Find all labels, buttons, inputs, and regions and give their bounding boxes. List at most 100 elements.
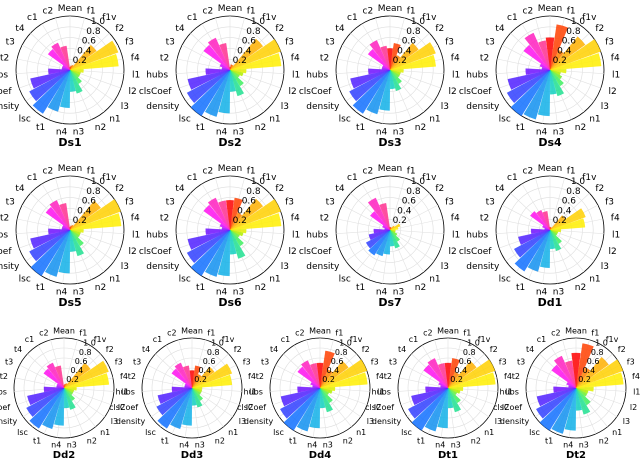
- axis-label-t1: t1: [196, 123, 205, 133]
- bar-c2: [380, 45, 391, 71]
- bar-lsc: [539, 387, 577, 431]
- grid-spoke: [21, 204, 71, 231]
- axis-label-c1: c1: [537, 335, 547, 344]
- axis-label-t4: t4: [270, 345, 278, 354]
- bar-t3: [219, 63, 231, 71]
- grid-spoke: [497, 218, 551, 231]
- axis-label-f2: f2: [595, 184, 604, 194]
- axis-label-c2: c2: [203, 166, 214, 176]
- axis-label-density: density: [0, 102, 20, 112]
- bar-n2: [319, 387, 333, 413]
- bar-c2: [379, 203, 391, 231]
- grid-spoke: [501, 204, 551, 231]
- axis-label-n1: n1: [589, 114, 600, 124]
- axis-label-l1: l1: [292, 70, 300, 80]
- bar-n2: [69, 69, 83, 94]
- grid-spoke: [21, 44, 71, 71]
- axis-label-t3: t3: [326, 198, 335, 208]
- axis-label-c2: c2: [551, 329, 561, 338]
- bar-f1: [575, 343, 594, 389]
- bar-l1: [69, 69, 84, 73]
- bar-f4: [69, 213, 122, 231]
- r-tick-label: 0.8: [246, 187, 261, 197]
- grid-spoke: [14, 377, 65, 389]
- axis-label-l2: l2: [502, 403, 509, 412]
- axis-label-density: density: [0, 262, 20, 272]
- axis-label-f1: f1: [247, 6, 256, 16]
- axis-label-Mean: Mean: [565, 327, 587, 336]
- bar-n3: [191, 387, 197, 406]
- bar-l1: [549, 68, 567, 74]
- axis-label-n3: n3: [553, 128, 564, 138]
- axis-label-hubs: hubs: [146, 230, 168, 240]
- bar-l2: [389, 69, 401, 76]
- axis-label-c2: c2: [363, 166, 374, 176]
- bar-f3: [69, 40, 119, 71]
- bar-t4: [370, 211, 391, 231]
- axis-label-l3: l3: [441, 262, 449, 272]
- panel-title: Ds4: [538, 136, 562, 149]
- r-tick-label: 1.0: [251, 177, 266, 187]
- axis-label-f1: f1: [207, 329, 215, 338]
- r-tick-label: 0.8: [406, 187, 421, 197]
- axis-label-f1v: f1v: [350, 335, 363, 344]
- bar-density: [506, 69, 551, 103]
- axis-label-hubs: hubs: [146, 70, 168, 80]
- axis-label-density: density: [146, 262, 180, 272]
- axis-label-f3: f3: [627, 357, 635, 366]
- bar-f2: [69, 44, 97, 71]
- axis-label-n2: n2: [95, 283, 106, 293]
- bar-l1: [229, 228, 247, 234]
- bar-f3: [191, 363, 233, 389]
- bar-t4: [423, 364, 449, 389]
- axis-label-c1: c1: [27, 173, 38, 183]
- bar-f2: [63, 362, 91, 389]
- bar-l1: [549, 229, 561, 233]
- bar-n1: [389, 69, 402, 84]
- axis-label-f1: f1: [335, 329, 343, 338]
- axis-label-n3: n3: [233, 128, 244, 138]
- bar-density: [349, 69, 391, 102]
- bar-f2: [319, 360, 349, 389]
- r-tick-label: 0.8: [86, 187, 101, 197]
- bar-hubs: [205, 68, 231, 75]
- bar-t1: [44, 229, 71, 277]
- axis-label-n2: n2: [575, 283, 586, 293]
- r-tick-label: 0.6: [203, 357, 216, 366]
- bar-n3: [229, 69, 236, 92]
- grid-spoke: [389, 229, 444, 234]
- r-tick-label: 0.4: [77, 206, 92, 216]
- bar-f4: [63, 373, 110, 389]
- bar-Mean: [189, 370, 195, 389]
- bar-n4: [540, 229, 551, 268]
- bar-l2: [69, 69, 81, 76]
- bar-n2: [229, 229, 246, 259]
- bar-c1: [207, 197, 231, 231]
- axis-label-f3: f3: [125, 38, 134, 48]
- bar-l1: [389, 69, 404, 73]
- axis-label-n1: n1: [269, 114, 280, 124]
- bar-f3: [447, 359, 496, 389]
- axis-label-hubs: hubs: [244, 388, 263, 397]
- bar-c2: [55, 365, 65, 389]
- axis-label-f2: f2: [275, 24, 284, 34]
- r-tick-label: 0.6: [82, 37, 97, 47]
- grid-spoke: [69, 183, 99, 231]
- panel-title: Ds6: [218, 296, 242, 309]
- axis-label-n4: n4: [376, 288, 388, 298]
- bar-t1: [42, 387, 65, 429]
- axis-label-lsc: lsc: [529, 428, 540, 437]
- grid-spoke: [69, 177, 85, 231]
- r-tick-label: 0.8: [406, 27, 421, 37]
- axis-label-l1: l1: [505, 388, 512, 397]
- axis-label-t1: t1: [289, 436, 297, 445]
- axis-label-clsCoef: clsCoef: [0, 247, 12, 257]
- axis-label-hubs: hubs: [306, 230, 328, 240]
- bar-t1: [204, 229, 231, 277]
- panel-title: Dt1: [438, 450, 458, 461]
- axis-label-n1: n1: [429, 114, 440, 124]
- axis-label-t2: t2: [160, 214, 169, 224]
- grid-spoke: [177, 58, 231, 71]
